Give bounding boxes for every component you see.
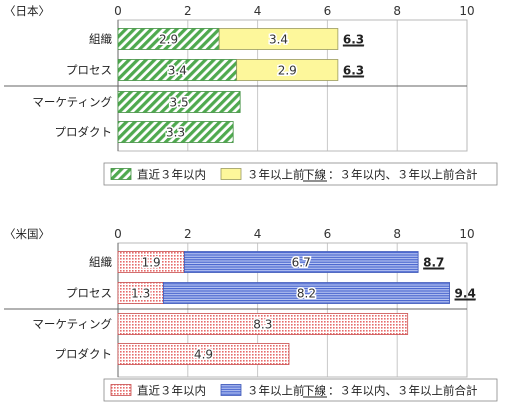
total-label: 6.3 bbox=[343, 64, 364, 78]
data-label: 1.9 bbox=[142, 256, 161, 270]
data-label: 8.3 bbox=[253, 318, 272, 332]
bar-segment bbox=[117, 343, 290, 365]
x-tick-label: 8 bbox=[393, 4, 401, 18]
category-label: プロダクト bbox=[55, 347, 113, 361]
data-label-halo: 3.4 bbox=[269, 33, 288, 47]
bar-segment bbox=[218, 28, 339, 50]
x-tick-label: 6 bbox=[324, 4, 332, 18]
data-label: 3.3 bbox=[166, 126, 185, 140]
legend-note: ：３年以内、３年以上前合計 bbox=[328, 168, 478, 182]
data-label-halo: 1.9 bbox=[142, 256, 161, 270]
legend-swatch bbox=[110, 384, 132, 396]
legend-label: 直近３年以内 bbox=[137, 168, 206, 182]
x-tick-label: 4 bbox=[254, 4, 262, 18]
legend-swatch bbox=[110, 168, 132, 180]
data-label-halo: 3.5 bbox=[170, 96, 189, 110]
bar-segment bbox=[117, 313, 409, 335]
category-label: 組織 bbox=[89, 32, 112, 46]
data-label: 6.7 bbox=[292, 256, 311, 270]
bar-segment bbox=[117, 91, 241, 113]
category-label: マーケティング bbox=[32, 95, 112, 109]
data-label: 2.9 bbox=[278, 64, 297, 78]
legend-label: 直近３年以内 bbox=[137, 384, 206, 398]
data-label-halo: 3.4 bbox=[168, 64, 187, 78]
data-label-halo: 8.2 bbox=[297, 287, 316, 301]
bar-segment bbox=[183, 251, 419, 273]
data-label: 4.9 bbox=[194, 348, 213, 362]
legend-box bbox=[103, 378, 498, 402]
x-tick-label: 10 bbox=[459, 4, 474, 18]
x-tick-label: 2 bbox=[184, 4, 192, 18]
data-label: 3.4 bbox=[168, 64, 187, 78]
x-tick-label: 8 bbox=[393, 227, 401, 241]
data-label: 3.5 bbox=[170, 96, 189, 110]
category-label: マーケティング bbox=[32, 317, 112, 331]
x-tick-label: 6 bbox=[324, 227, 332, 241]
bar-segment bbox=[162, 282, 450, 304]
data-label-halo: 4.9 bbox=[194, 348, 213, 362]
data-label-halo: 1.3 bbox=[131, 287, 150, 301]
x-tick-label: 2 bbox=[184, 227, 192, 241]
legend-note-prefix: 下線 bbox=[303, 168, 326, 182]
total-label: 6.3 bbox=[343, 33, 364, 47]
data-label-halo: 8.3 bbox=[253, 318, 272, 332]
total-label: 9.4 bbox=[455, 287, 476, 301]
data-label-halo: 2.9 bbox=[278, 64, 297, 78]
legend-swatch bbox=[220, 168, 242, 180]
category-label: プロセス bbox=[66, 63, 112, 77]
legend-note: ：３年以内、３年以上前合計 bbox=[328, 384, 478, 398]
x-tick-label: 4 bbox=[254, 227, 262, 241]
legend-label: ３年以上前 bbox=[247, 384, 305, 398]
x-tick-label: 10 bbox=[459, 227, 474, 241]
data-label-halo: 3.3 bbox=[166, 126, 185, 140]
bar-segment bbox=[236, 59, 339, 81]
legend-box bbox=[103, 162, 498, 186]
legend-swatch bbox=[220, 384, 242, 396]
x-tick-label: 0 bbox=[114, 4, 122, 18]
legend-label: ３年以上前 bbox=[247, 168, 305, 182]
data-label-halo: 2.9 bbox=[159, 33, 178, 47]
category-label: プロセス bbox=[66, 286, 112, 300]
data-label: 2.9 bbox=[159, 33, 178, 47]
legend-note-prefix: 下線 bbox=[303, 384, 326, 398]
data-label-halo: 6.7 bbox=[292, 256, 311, 270]
data-label: 3.4 bbox=[269, 33, 288, 47]
data-label: 1.3 bbox=[131, 287, 150, 301]
category-label: 組織 bbox=[89, 255, 112, 269]
region-label: 〈日本〉 bbox=[4, 4, 50, 18]
total-label: 8.7 bbox=[423, 256, 444, 270]
x-tick-label: 0 bbox=[114, 227, 122, 241]
region-label: 〈米国〉 bbox=[4, 227, 50, 241]
data-label: 8.2 bbox=[297, 287, 316, 301]
bar-segment bbox=[117, 121, 234, 143]
category-label: プロダクト bbox=[55, 125, 113, 139]
